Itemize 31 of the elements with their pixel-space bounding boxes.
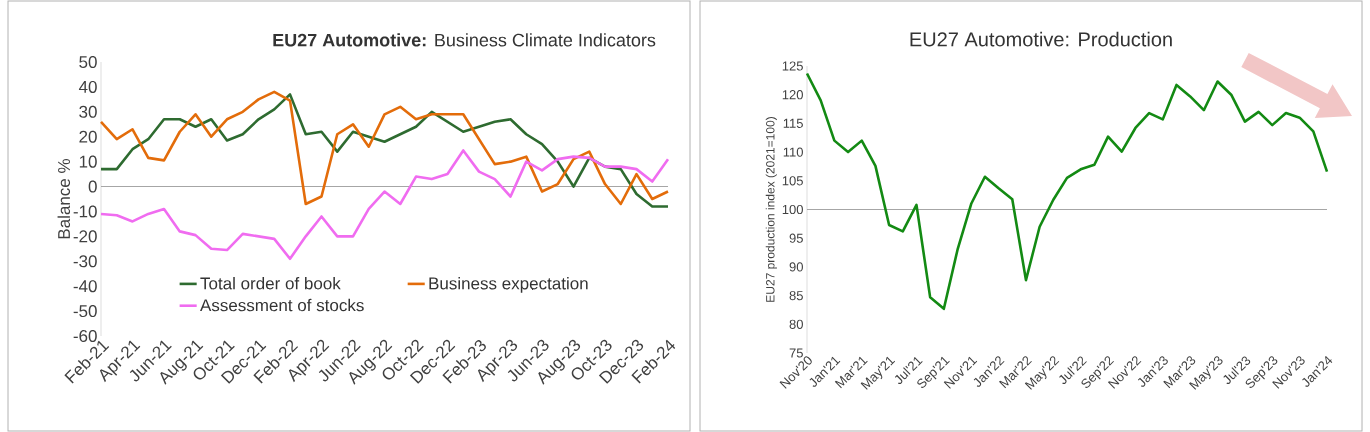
y-axis-title: EU27 production index (2021=100) bbox=[765, 117, 777, 302]
y-tick-label: -30 bbox=[73, 255, 97, 268]
y-tick-label: 125 bbox=[782, 61, 803, 71]
y-tick-label: 100 bbox=[782, 204, 803, 215]
y-tick-label: -50 bbox=[73, 305, 97, 318]
y-tick-label: -20 bbox=[73, 230, 97, 243]
y-tick-label: 20 bbox=[79, 130, 97, 143]
y-tick-label: 75 bbox=[789, 348, 803, 358]
y-tick-label: 40 bbox=[78, 80, 97, 93]
y-tick-label: 95 bbox=[789, 233, 803, 243]
y-tick-label: 110 bbox=[783, 147, 803, 157]
y-tick-label: -40 bbox=[73, 280, 97, 293]
legend-label: Business expectation bbox=[429, 276, 588, 293]
legend-label: Assessment of stocks bbox=[200, 298, 364, 312]
y-tick-label: 80 bbox=[789, 319, 803, 329]
y-tick-label: 105 bbox=[782, 176, 803, 186]
chart-title: EU27 Automotive: Production bbox=[910, 31, 1172, 47]
line-series bbox=[805, 72, 1329, 311]
y-tick-label: 30 bbox=[79, 105, 97, 118]
y-axis-title: Balance % bbox=[57, 159, 71, 239]
y-tick-label: 115 bbox=[783, 118, 803, 128]
y-tick-label: 120 bbox=[782, 90, 803, 100]
y-tick-label: 0 bbox=[88, 180, 97, 193]
legend-label: Total order of book bbox=[200, 276, 341, 290]
y-tick-label: 90 bbox=[789, 262, 803, 272]
y-tick-label: 50 bbox=[79, 55, 97, 69]
y-tick-label: -60 bbox=[73, 329, 97, 343]
y-tick-label: -10 bbox=[73, 205, 97, 218]
y-tick-label: 85 bbox=[789, 290, 803, 301]
chart-title: EU27 Automotive: Business Climate Indicators bbox=[273, 33, 656, 47]
y-tick-label: 10 bbox=[79, 155, 97, 168]
